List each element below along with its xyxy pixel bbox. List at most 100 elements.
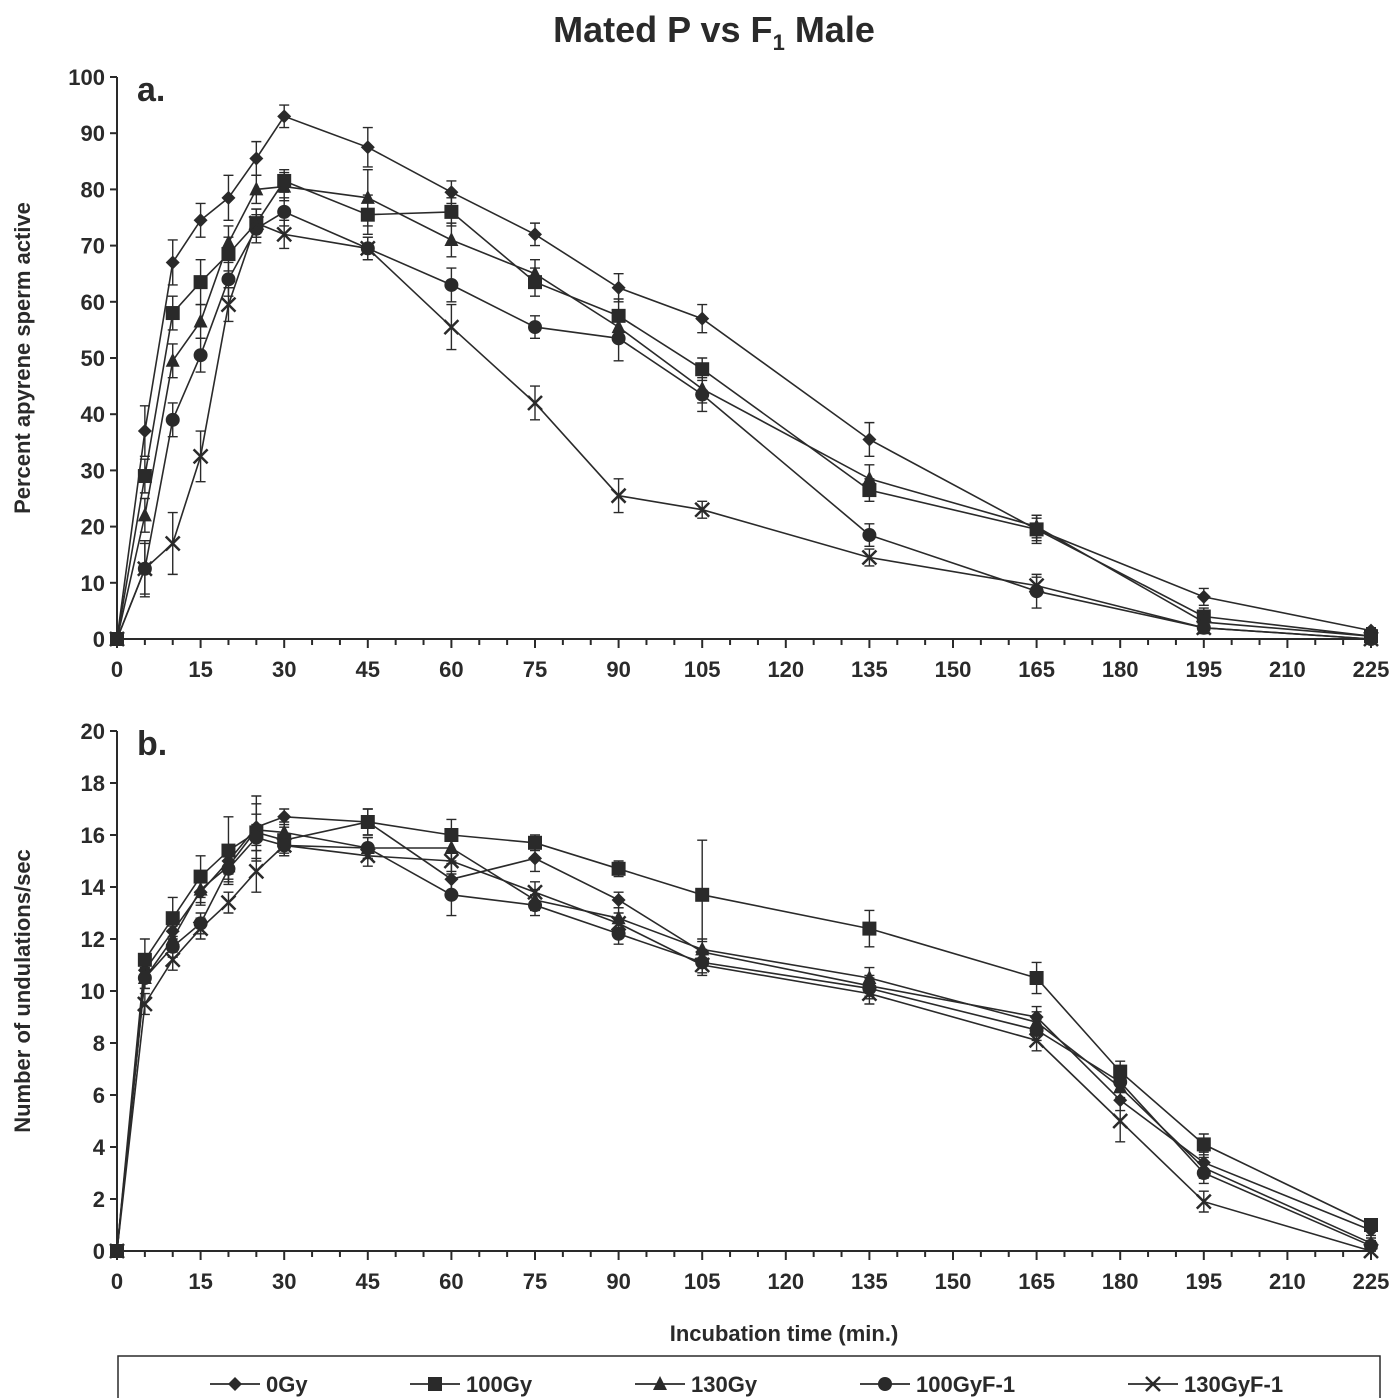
panel-b-x-tick-label: 105 [684,1269,721,1294]
panel-b-x-tick-label: 195 [1185,1269,1222,1294]
panel-b-point-100Gy [1364,1218,1378,1232]
panel-b-label: b. [137,725,167,763]
panel-b-point-130GyF-1 [694,957,711,973]
panel-a-point-130GyF-1 [1028,577,1045,594]
panel-b-y-tick-label: 10 [81,979,105,1004]
panel-a-x-tick-label: 45 [356,657,380,682]
panel-a-point-0Gy [528,227,542,242]
panel-a-point-0Gy [221,190,236,205]
panel-b-y-tick-label: 16 [81,823,105,848]
panel-b-x-tick-label: 30 [272,1269,296,1294]
panel-b-chart: 0 2 4 6 8 10 12 14 16 18 20 0 15 30 45 60 75 90 105 120 135 1… [10,719,1389,1294]
panel-a-point-100GyF-1 [193,348,208,363]
panel-b-y-tick-label: 18 [81,771,105,796]
panel-a-point-100GyF-1 [277,204,292,219]
panel-a-point-0Gy [695,311,710,326]
panel-b-point-130GyF-1 [220,894,237,911]
panel-a-point-0Gy [862,432,877,447]
panel-b-series-line-100Gy [116,821,1372,1252]
panel-a-y-tick-label: 50 [81,346,105,371]
panel-b-series-line-130GyF-1 [116,844,1372,1252]
panel-b-point-100Gy [221,843,236,858]
panel-b-y-tick-label: 20 [81,719,105,744]
legend-marker-100Gy [428,1377,442,1391]
panel-a-point-100Gy [193,275,208,290]
panel-b-point-130GyF-1 [164,951,181,968]
panel-a-y-tick-label: 0 [93,627,105,652]
panel-a-series-line-0Gy [116,115,1372,640]
panel-a-y-tick-label: 100 [68,65,105,90]
legend-marker-130Gy [653,1376,667,1390]
panel-a-y-tick-label: 20 [81,515,105,540]
panel-a-point-0Gy [444,185,459,200]
panel-a-chart: 0 10 20 30 40 50 60 70 80 90 100 0 15 30 45 60 75 90 105 12… [10,65,1389,682]
panel-a-point-130Gy [193,313,208,328]
panel-a-x-tick-label: 60 [439,657,463,682]
panel-b-point-100GyF-1 [444,887,459,902]
legend-label-130GyF-1: 130GyF-1 [1184,1372,1283,1397]
panel-b-point-130GyF-1 [443,853,460,869]
panel-a-point-0Gy [249,151,264,166]
panel-a-series-line-130Gy [116,185,1372,640]
panel-a-x-tick-label: 0 [111,657,123,682]
panel-b-point-130GyF-1 [359,847,376,864]
panel-a-point-100GyF-1 [611,331,626,346]
panel-a-point-130GyF-1 [109,631,125,647]
x-axis-label: Incubation time (min.) [670,1321,899,1346]
panel-b-series-100GyF-1 [110,823,1378,1258]
panel-a-y-tick-label: 60 [81,290,105,315]
panel-a-point-130Gy [221,234,236,249]
panel-a-point-0Gy [1196,589,1211,604]
panel-b-point-130Gy [862,970,877,984]
panel-a-x-tick-label: 210 [1269,657,1306,682]
panel-a-x-tick-label: 30 [272,657,296,682]
panel-a-point-0Gy [360,140,375,155]
panel-b-x-tick-label: 90 [606,1269,630,1294]
panel-b-x-tick-label: 75 [523,1269,547,1294]
panel-a-y-tick-label: 40 [81,402,105,427]
panel-a-x-tick-label: 135 [851,657,888,682]
panel-b-x-tick-label: 225 [1353,1269,1390,1294]
legend-marker-130GyF-1 [1145,1376,1161,1392]
panel-b-point-100Gy [528,835,542,850]
panel-b-y-tick-label: 2 [93,1187,105,1212]
panel-a-x-tick-label: 180 [1102,657,1139,682]
panel-b-point-100Gy [165,911,180,926]
panel-b-y-tick-label: 8 [93,1031,105,1056]
legend-label-130Gy: 130Gy [691,1372,758,1397]
panel-b-x-tick-label: 150 [935,1269,972,1294]
panel-b-point-0Gy [277,809,292,824]
panel-b-y-axis-label: Number of undulations/sec [10,849,35,1133]
panel-a-point-130Gy [137,507,152,522]
panel-b-point-130GyF-1 [861,985,878,1002]
legend: 0Gy 100Gy 130Gy 100GyF-1 130GyF-1 [117,1355,1381,1398]
panel-b-point-100GyF-1 [1113,1075,1128,1089]
panel-b-point-100Gy [695,887,710,902]
panel-a-point-0Gy [193,213,208,228]
panel-b-series-line-130Gy [116,828,1372,1252]
panel-b-x-tick-label: 210 [1269,1269,1306,1294]
panel-a-point-130GyF-1 [136,560,153,577]
panel-b-series-130Gy [110,813,1378,1257]
chart-title-main: Mated P vs F [553,9,772,50]
panel-b-y-tick-label: 6 [93,1083,105,1108]
panel-a-point-0Gy [611,280,626,295]
chart-title: Mated P vs F1 Male [553,9,875,55]
panel-a-point-130Gy [249,181,264,196]
panel-b-point-100GyF-1 [165,939,180,954]
panel-a-series-line-100GyF-1 [116,211,1372,640]
panel-a-point-130GyF-1 [694,501,711,518]
panel-a-point-130GyF-1 [276,226,293,243]
panel-a-series-100GyF-1 [110,197,1378,646]
panel-a-x-tick-label: 195 [1185,657,1222,682]
panel-a-point-130GyF-1 [192,448,209,465]
legend-label-100Gy: 100Gy [466,1372,533,1397]
panel-a-series-line-100Gy [116,180,1372,640]
legend-box [117,1355,1381,1398]
panel-b-x-tick-label: 15 [188,1269,212,1294]
panel-a-point-130Gy [165,352,180,367]
panel-a-x-tick-label: 150 [935,657,972,682]
panel-b-series-line-0Gy [116,815,1372,1252]
panel-b-point-100Gy [1029,971,1044,985]
panel-b-x-tick-label: 135 [851,1269,888,1294]
